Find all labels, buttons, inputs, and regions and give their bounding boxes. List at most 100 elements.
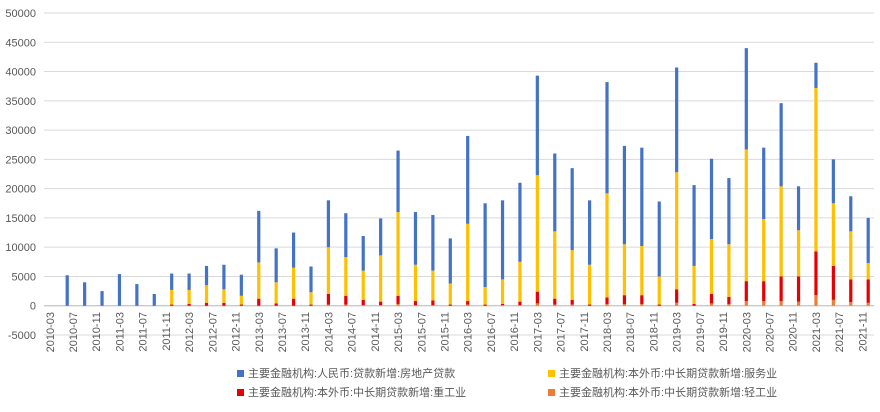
bar-segment <box>553 298 557 305</box>
legend-label: 主要金融机构:人民币:贷款新增:房地产贷款 <box>248 366 455 380</box>
bar-segment <box>692 185 696 266</box>
y-tick-label: 30000 <box>5 125 36 137</box>
x-tick-label: 2017-07 <box>556 312 568 352</box>
bar-segment <box>361 270 365 300</box>
bar-segment <box>605 82 609 194</box>
bar-segment <box>361 299 365 306</box>
bar-segment <box>361 236 365 271</box>
x-tick-label: 2015-07 <box>416 312 428 352</box>
bar-segment <box>622 295 627 304</box>
bar-segment <box>239 295 243 305</box>
x-tick-label: 2010-07 <box>68 312 80 352</box>
x-tick-label: 2020-07 <box>765 312 777 352</box>
bar-segment <box>500 279 505 304</box>
bar-segment <box>413 264 418 302</box>
legend-swatch <box>548 389 555 396</box>
bar-segment <box>553 304 557 306</box>
bar-segment <box>518 261 522 302</box>
bar-segment <box>814 62 818 88</box>
bar-segment <box>570 299 574 305</box>
bar-segment <box>762 219 766 282</box>
x-tick-label: 2019-03 <box>672 312 684 352</box>
bar-segment <box>675 172 679 290</box>
bar-segment <box>466 135 470 224</box>
y-tick-label: 35000 <box>5 96 36 108</box>
bar-segment <box>744 48 748 150</box>
bar-segment <box>274 303 278 306</box>
x-tick-label: 2016-03 <box>463 312 475 352</box>
bar-segment <box>727 303 731 306</box>
bar-segment <box>326 304 331 306</box>
x-tick-label: 2012-11 <box>231 312 243 352</box>
x-tick-label: 2018-11 <box>648 312 660 352</box>
x-tick-label: 2010-03 <box>45 312 57 352</box>
bar-segment <box>570 304 574 306</box>
legend-swatch <box>237 370 244 377</box>
bar-segment <box>483 286 487 305</box>
bar-segment <box>431 214 435 271</box>
bar-segment <box>309 292 313 305</box>
x-tick-label: 2017-03 <box>532 312 544 352</box>
y-tick-label: 50000 <box>5 8 36 20</box>
bar-segment <box>413 301 418 306</box>
bar-segment <box>344 295 348 305</box>
bar-segment <box>344 213 348 258</box>
bar-segment <box>204 285 209 303</box>
bar-segment <box>100 291 104 306</box>
bar-segment <box>849 279 853 303</box>
bar-segment <box>222 302 226 306</box>
bar-segment <box>379 218 383 256</box>
bar-segment <box>762 281 766 302</box>
bar-segment <box>413 212 418 265</box>
x-tick-label: 2021-03 <box>811 312 823 352</box>
bar-segment <box>204 265 209 286</box>
bar-segment <box>727 296 731 304</box>
bar-segment <box>379 255 383 302</box>
bar-segment <box>762 301 766 306</box>
bar-segment <box>396 303 400 306</box>
bar-segment <box>692 265 696 304</box>
bar-segment <box>257 298 261 306</box>
x-tick-label: 2010-11 <box>91 312 103 352</box>
x-tick-label: 2014-03 <box>323 312 335 352</box>
bar-segment <box>831 299 835 306</box>
bar-segment <box>657 276 661 305</box>
bar-segment <box>291 298 296 306</box>
bar-segment <box>500 303 505 306</box>
bar-segment <box>709 294 714 304</box>
bar-segment <box>831 265 835 300</box>
bar-segment <box>570 250 574 300</box>
bar-segment <box>640 147 644 247</box>
x-tick-label: 2011-11 <box>161 312 173 351</box>
bar-segment <box>849 302 853 306</box>
bar-segment <box>675 67 679 173</box>
bar-segment <box>605 303 609 306</box>
bar-segment <box>622 145 627 245</box>
bar-segment <box>744 149 748 282</box>
bar-segment <box>257 262 261 299</box>
bar-segment <box>187 273 191 290</box>
bar-segment <box>309 266 313 293</box>
x-tick-label: 2015-03 <box>393 312 405 352</box>
bar-segment <box>117 274 122 306</box>
bar-segment <box>779 301 783 306</box>
x-tick-label: 2013-07 <box>277 312 289 352</box>
bar-segment <box>831 159 835 204</box>
bar-segment <box>170 304 174 306</box>
x-tick-label: 2013-11 <box>300 312 312 352</box>
x-tick-label: 2016-07 <box>486 312 498 352</box>
x-tick-label: 2013-03 <box>254 312 266 352</box>
bar-segment <box>448 238 452 284</box>
bar-segment <box>553 153 557 232</box>
bar-segment <box>518 305 522 306</box>
x-tick-label: 2018-03 <box>602 312 614 352</box>
bar-segment <box>657 201 661 277</box>
bar-segment <box>587 304 592 306</box>
bar-segment <box>727 244 731 297</box>
bar-segment <box>413 305 418 306</box>
bar-segment <box>291 267 296 299</box>
bar-segment <box>675 302 679 306</box>
bar-segment <box>170 289 174 305</box>
x-tick-label: 2014-07 <box>347 312 359 352</box>
